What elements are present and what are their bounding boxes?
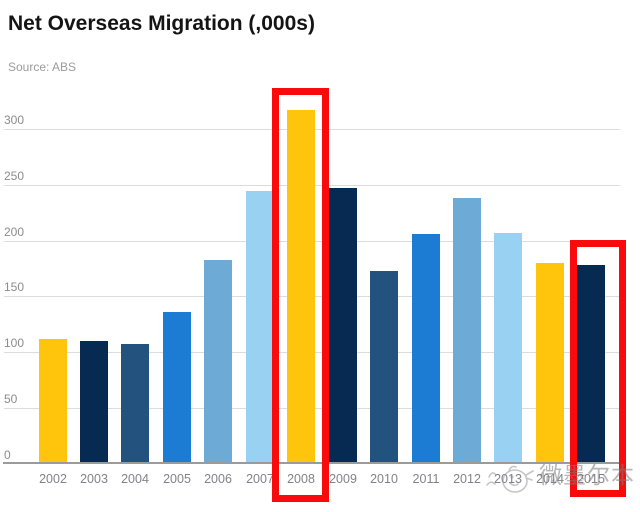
x-axis-line [3,462,620,464]
year-label-2005: 2005 [163,472,191,486]
year-label-2004: 2004 [121,472,149,486]
year-label-2008: 2008 [287,472,315,486]
y-tick-label-0: 0 [4,448,11,462]
bar-2007 [246,191,274,464]
bar-2004 [121,344,149,463]
chart-title: Net Overseas Migration (,000s) [8,12,315,35]
bar-2008 [287,110,315,463]
bar-2013 [494,233,522,464]
y-tick-label-100: 100 [4,336,25,350]
year-label-2015: 2015 [577,472,605,486]
bar-2015 [577,265,605,463]
year-label-2003: 2003 [80,472,108,486]
highlight-box-2008 [272,88,329,502]
bar-2005 [163,312,191,463]
year-label-2006: 2006 [204,472,232,486]
year-label-2002: 2002 [39,472,67,486]
y-tick-label-200: 200 [4,225,25,239]
year-label-2009: 2009 [329,472,357,486]
bar-2009 [329,188,357,463]
year-label-2014: 2014 [536,472,564,486]
bar-2011 [412,234,440,463]
year-label-2011: 2011 [412,472,440,486]
bar-2012 [453,198,481,463]
year-label-2012: 2012 [453,472,481,486]
bar-2006 [204,260,232,464]
year-label-2007: 2007 [246,472,274,486]
y-tick-label-50: 50 [4,392,18,406]
year-label-2010: 2010 [370,472,398,486]
bar-2003 [80,341,108,464]
highlight-box-2015 [570,240,626,497]
bar-2010 [370,271,398,464]
bar-2014 [536,263,564,463]
y-tick-label-250: 250 [4,169,25,183]
y-tick-label-150: 150 [4,280,25,294]
chart-source: Source: ABS [8,60,77,74]
year-label-2013: 2013 [494,472,522,486]
bar-2002 [39,339,67,464]
y-tick-label-300: 300 [4,113,25,127]
